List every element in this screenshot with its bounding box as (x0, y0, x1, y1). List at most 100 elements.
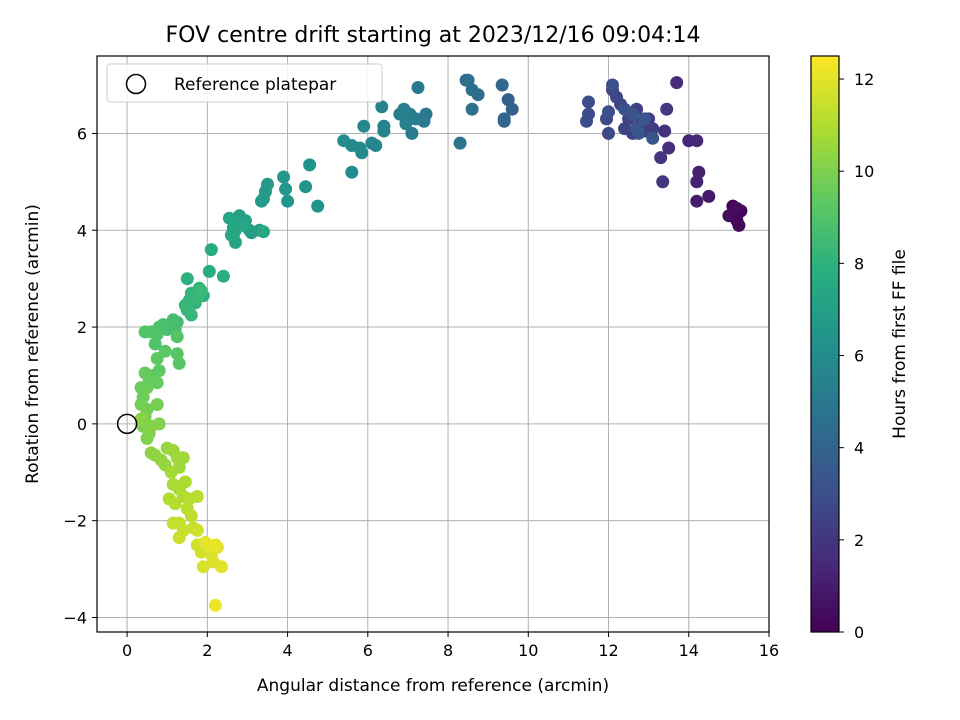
data-point (497, 114, 511, 128)
data-point (690, 134, 704, 148)
data-point (214, 560, 228, 574)
data-point (656, 175, 670, 189)
data-point (170, 330, 184, 344)
data-point (630, 122, 644, 136)
data-point (501, 93, 515, 107)
data-point (337, 134, 351, 148)
data-point (172, 531, 186, 545)
data-point (393, 107, 407, 121)
data-point (660, 102, 674, 116)
data-point (580, 114, 593, 128)
data-point (279, 182, 293, 196)
data-point (702, 189, 716, 203)
data-point (405, 126, 419, 140)
data-point (166, 516, 180, 530)
data-point (190, 523, 204, 537)
x-tick-label: 10 (518, 641, 538, 660)
data-point (399, 117, 413, 131)
data-point (465, 102, 479, 116)
colorbar: 0 2 4 6 8 10 12 Hours from first FF file (810, 55, 910, 642)
data-point (150, 376, 164, 390)
data-point (166, 313, 180, 327)
data-point (662, 141, 676, 155)
data-point (196, 560, 210, 574)
data-point (144, 325, 158, 339)
data-point (646, 131, 660, 145)
data-point (168, 497, 182, 511)
colorbar-tick-label: 0 (854, 623, 864, 642)
legend-label-reference: Reference platepar (174, 75, 336, 95)
colorbar-ticks: 0 2 4 6 8 10 12 (839, 70, 874, 642)
data-point (134, 412, 148, 426)
data-point (670, 76, 684, 90)
data-point (190, 490, 204, 503)
x-tick-label: 2 (202, 641, 212, 660)
data-point (150, 352, 164, 365)
data-point (138, 366, 152, 380)
colorbar-tick-label: 8 (854, 254, 864, 273)
data-point (658, 124, 672, 138)
x-tick-label: 6 (363, 641, 373, 660)
x-tick-label: 8 (443, 641, 453, 660)
x-tick-label: 0 (122, 641, 132, 660)
data-point (357, 119, 371, 133)
data-point (626, 107, 640, 121)
data-point (582, 95, 595, 109)
data-point (178, 298, 192, 312)
y-axis-ticks: −4 −2 0 2 4 6 (63, 124, 97, 627)
data-point (453, 136, 467, 150)
x-axis-label: Angular distance from reference (arcmin) (257, 676, 609, 696)
data-point (730, 202, 744, 215)
data-point (732, 218, 746, 232)
data-point (184, 308, 198, 322)
data-point (377, 124, 391, 138)
colorbar-tick-label: 10 (854, 162, 874, 181)
x-axis-ticks: 0 2 4 6 8 10 12 14 16 (122, 632, 779, 660)
x-tick-label: 4 (282, 641, 292, 660)
legend-box (106, 63, 383, 103)
data-point (369, 139, 383, 152)
data-points (134, 73, 748, 612)
data-point (176, 451, 190, 465)
colorbar-gradient (810, 55, 840, 633)
colorbar-tick-label: 4 (854, 439, 864, 458)
data-point (222, 211, 236, 225)
data-point (178, 475, 192, 489)
data-point (277, 170, 291, 184)
data-point (411, 81, 425, 94)
data-point (150, 398, 164, 411)
x-tick-label: 14 (679, 641, 699, 660)
legend-marker-reference (125, 73, 147, 95)
y-tick-label: −2 (63, 512, 87, 531)
colorbar-tick-label: 12 (854, 70, 874, 89)
data-point (164, 465, 178, 479)
data-point (216, 269, 230, 283)
data-point (194, 284, 208, 298)
data-point (184, 509, 198, 523)
data-point (144, 419, 158, 433)
reference-platepar-marker (116, 413, 138, 435)
data-point (690, 175, 704, 189)
x-tick-label: 12 (598, 641, 618, 660)
colorbar-tick-label: 2 (854, 531, 864, 550)
y-tick-label: 6 (77, 124, 87, 143)
data-point (311, 199, 325, 213)
data-point (180, 272, 194, 286)
data-point (257, 225, 270, 239)
data-point (690, 194, 704, 208)
y-tick-label: 4 (77, 221, 87, 240)
data-point (226, 228, 240, 242)
data-point (172, 356, 186, 370)
y-tick-label: 2 (77, 318, 87, 337)
data-point (208, 538, 222, 552)
data-point (495, 78, 509, 92)
x-tick-label: 16 (759, 641, 779, 660)
plot-frame (96, 55, 770, 633)
reference-marker-group (116, 413, 138, 435)
data-point (204, 243, 218, 257)
y-tick-label: 0 (77, 415, 87, 434)
colorbar-tick-label: 6 (854, 347, 864, 366)
chart-title: FOV centre drift starting at 2023/12/16 … (166, 23, 701, 48)
data-point (638, 112, 652, 126)
